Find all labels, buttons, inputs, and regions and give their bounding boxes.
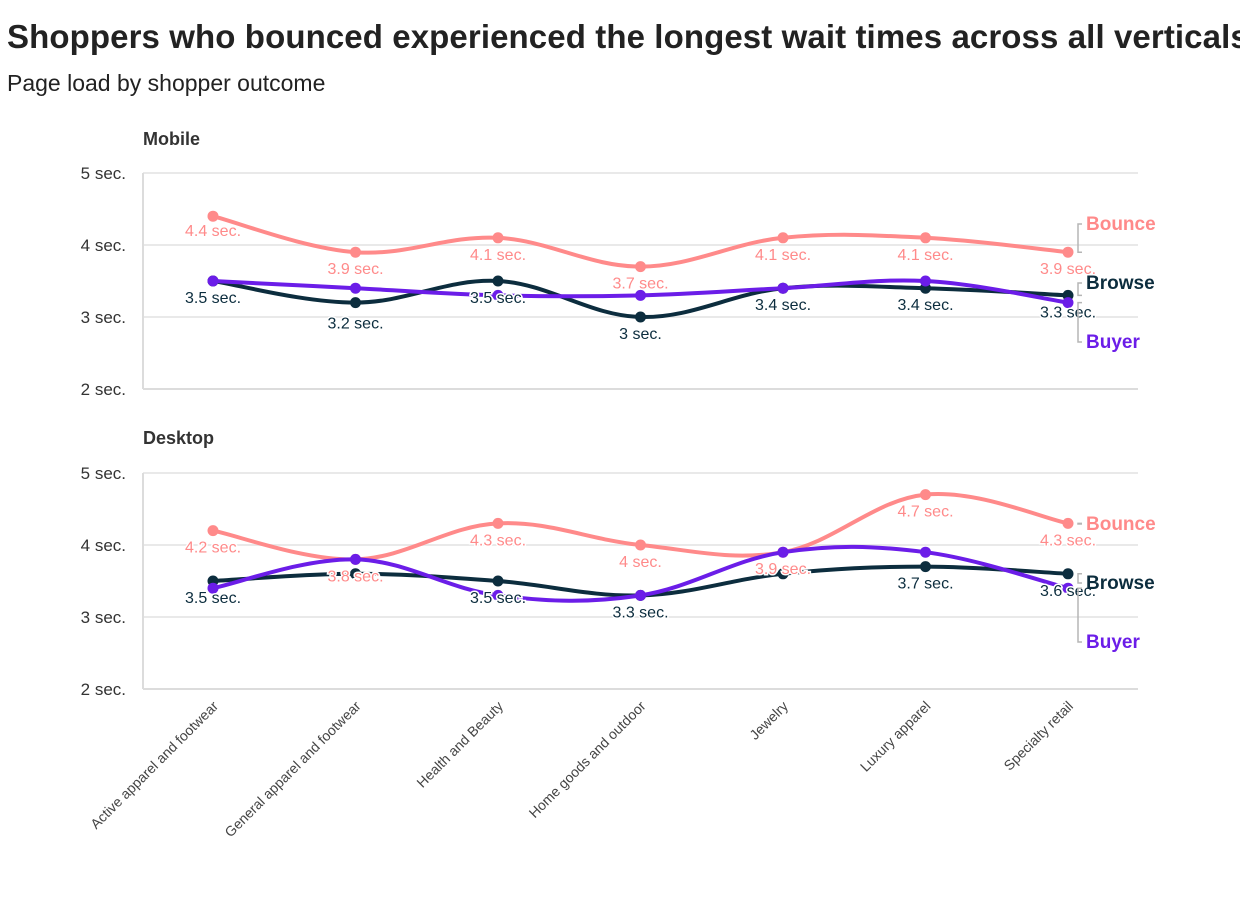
panel-desktop: Desktop 2 sec. 3 sec. 4 sec. 5 sec. 4.2 sec. 3… [81, 428, 1156, 840]
series-name-browse: Browse [1086, 273, 1155, 294]
data-point-bounce [635, 261, 646, 273]
series-bracket [1077, 522, 1082, 525]
data-point-bounce [350, 246, 361, 258]
data-label-browse: 3.7 sec. [897, 576, 953, 593]
series-name-bounce: Bounce [1086, 214, 1156, 235]
series-bracket [1077, 301, 1082, 343]
data-point-bounce [492, 232, 504, 244]
data-label-bounce: 4.4 sec. [185, 223, 241, 240]
data-label-bounce: 4 sec. [619, 554, 662, 571]
data-label-browse: 3.5 sec. [470, 290, 526, 307]
data-label-browse: 3.5 sec. [470, 590, 526, 607]
y-tick-label: 2 sec. [81, 680, 126, 699]
data-point-buyer [920, 546, 931, 558]
data-point-buyer [920, 275, 931, 287]
data-label-bounce: 3.7 sec. [612, 276, 668, 293]
x-tick-label: Home goods and outdoor [526, 698, 649, 821]
x-tick-label: Health and Beauty [413, 698, 506, 791]
x-tick-label: General apparel and footwear [221, 698, 364, 841]
y-tick-label: 5 sec. [81, 464, 126, 483]
data-point-buyer [350, 553, 361, 565]
data-point-buyer [777, 546, 789, 558]
data-point-bounce [920, 232, 931, 244]
data-point-buyer [1062, 297, 1074, 309]
data-point-buyer [1062, 582, 1074, 594]
x-tick-label: Specialty retail [1000, 698, 1076, 774]
series-name-bounce: Bounce [1086, 514, 1156, 535]
data-point-browse [350, 568, 361, 580]
data-label-browse: 3.3 sec. [1040, 304, 1096, 321]
series-bracket [1077, 223, 1082, 253]
data-label-browse: 3.5 sec. [185, 590, 241, 607]
data-label-bounce: 4.1 sec. [470, 247, 526, 264]
data-label-bounce: 4.1 sec. [897, 247, 953, 264]
data-label-bounce: 3.9 sec. [327, 261, 383, 278]
data-point-buyer [207, 582, 219, 594]
data-label-browse: 3.5 sec. [185, 290, 241, 307]
data-point-browse [492, 575, 504, 587]
data-point-browse [492, 275, 504, 287]
data-point-browse [635, 311, 646, 323]
data-label-bounce: 4.7 sec. [897, 504, 953, 521]
series-name-browse: Browse [1086, 573, 1155, 594]
data-label-browse: 3.4 sec. [755, 297, 811, 314]
chart-title: Shoppers who bounced experienced the lon… [7, 18, 1240, 55]
chart-subtitle: Page load by shopper outcome [7, 70, 326, 96]
data-label-bounce: 4.3 sec. [470, 532, 526, 549]
panel-title: Desktop [143, 428, 214, 448]
panel-title: Mobile [143, 129, 200, 149]
x-tick-label: Active apparel and footwear [87, 698, 221, 832]
y-tick-label: 4 sec. [81, 236, 126, 255]
data-point-bounce [920, 489, 931, 501]
data-point-bounce [492, 517, 504, 529]
data-point-browse [350, 297, 361, 309]
data-label-browse: 3.2 sec. [327, 316, 383, 333]
y-tick-label: 5 sec. [81, 164, 126, 183]
data-point-browse [920, 561, 931, 573]
data-label-bounce: 3.9 sec. [755, 561, 811, 578]
data-point-buyer [350, 282, 361, 294]
data-point-bounce [777, 232, 789, 244]
data-label-bounce: 3.8 sec. [327, 568, 383, 585]
data-point-bounce [207, 525, 219, 537]
data-label-browse: 3.3 sec. [612, 604, 668, 621]
panel-mobile: Mobile 2 sec. 3 sec. 4 sec. 5 sec. 4.4 sec. 3.… [81, 129, 1156, 399]
data-point-bounce [635, 539, 646, 551]
data-label-bounce: 4.2 sec. [185, 540, 241, 557]
data-label-bounce: 4.3 sec. [1040, 532, 1096, 549]
data-point-buyer [635, 289, 646, 301]
data-point-buyer [777, 282, 789, 294]
data-point-browse [1062, 568, 1074, 580]
data-point-buyer [207, 275, 219, 287]
y-tick-label: 3 sec. [81, 608, 126, 627]
y-tick-label: 3 sec. [81, 308, 126, 327]
data-point-buyer [492, 589, 504, 601]
data-label-browse: 3.4 sec. [897, 297, 953, 314]
data-label-bounce: 3.9 sec. [1040, 261, 1096, 278]
series-name-buyer: Buyer [1086, 632, 1140, 653]
y-tick-label: 2 sec. [81, 380, 126, 399]
data-point-buyer [635, 589, 646, 601]
x-tick-label: Jewelry [746, 698, 791, 743]
series-bracket [1077, 573, 1082, 584]
data-point-browse [777, 568, 789, 580]
x-tick-label: Luxury apparel [857, 698, 934, 775]
data-point-bounce [1062, 246, 1074, 258]
data-label-bounce: 4.1 sec. [755, 247, 811, 264]
data-label-browse: 3.6 sec. [1040, 583, 1096, 600]
data-label-browse: 3 sec. [619, 326, 662, 343]
data-point-bounce [207, 210, 219, 222]
series-bracket [1077, 282, 1082, 297]
series-name-buyer: Buyer [1086, 332, 1140, 353]
y-tick-label: 4 sec. [81, 536, 126, 555]
data-point-bounce [1062, 517, 1074, 529]
data-point-buyer [492, 289, 504, 301]
series-bracket [1077, 587, 1082, 643]
